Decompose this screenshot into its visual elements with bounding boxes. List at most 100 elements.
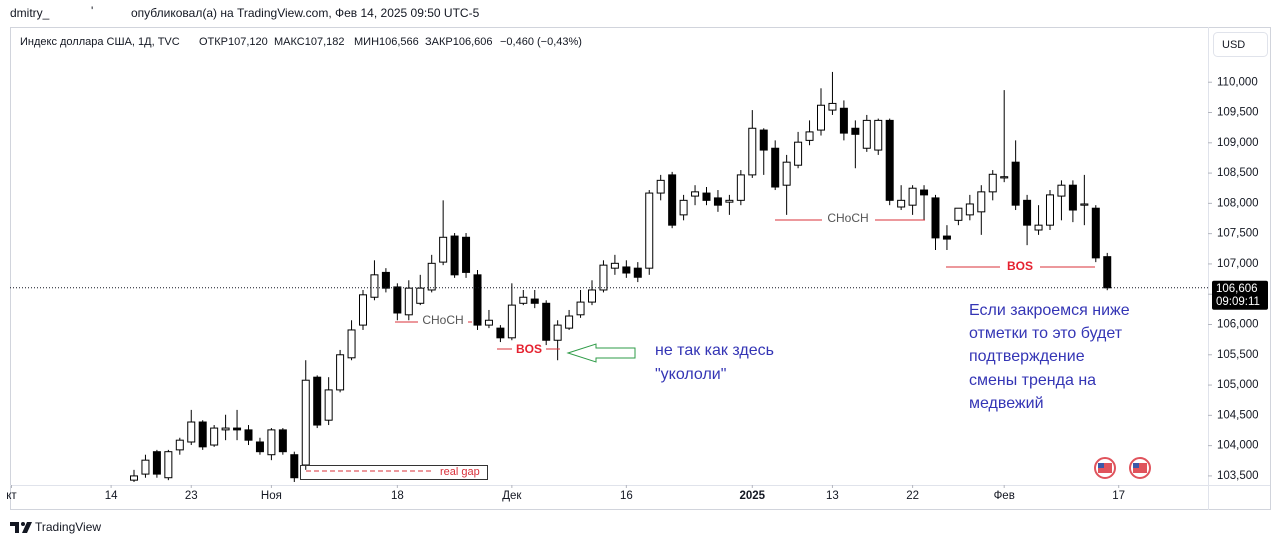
currency-button[interactable] [1213, 32, 1268, 57]
user: dmitry_ [10, 6, 50, 20]
bos-label: BOS [1007, 259, 1033, 273]
x-tick-label: 23 [185, 490, 198, 502]
candle-body [587, 289, 596, 303]
y-tick-label: 107,500 [1217, 228, 1259, 240]
candle-body [393, 286, 402, 314]
candle-body [977, 191, 986, 213]
candle-body [897, 199, 906, 208]
candle-body [736, 174, 745, 201]
candle-body [347, 329, 356, 359]
legend-symbol: Индекс доллара США, 1Д, TVC [20, 36, 180, 48]
last-price-label: 106,606 [1216, 283, 1258, 295]
candle-body [954, 207, 963, 221]
x-tick-label: 17 [1112, 490, 1125, 502]
comment: не так как здесь [655, 342, 774, 359]
choch-label: CHoCH [827, 211, 868, 225]
candle-body [988, 173, 997, 193]
candle-body [1011, 161, 1020, 206]
candle-body [507, 304, 516, 339]
x-tick-label: Фев [994, 490, 1015, 502]
candle-body [187, 421, 196, 443]
candle-body [152, 451, 161, 475]
last-price-box [1212, 280, 1268, 310]
candle-body [450, 235, 459, 276]
candle-body [404, 287, 413, 316]
y-tick-label: 105,000 [1217, 379, 1259, 391]
y-tick-label: 104,000 [1217, 440, 1259, 452]
logo [10, 522, 32, 533]
y-tick-label: 108,000 [1217, 197, 1259, 209]
candle-body [656, 179, 665, 194]
candle-body [381, 271, 390, 289]
x-tick-label: 13 [826, 490, 839, 502]
candle-body [484, 319, 493, 326]
x-tick-label: Дек [502, 490, 522, 502]
candle-body [645, 192, 654, 269]
candle-body [794, 141, 803, 166]
legend-open: ОТКР107,120 [199, 36, 268, 48]
candle-body [301, 379, 310, 466]
gap-box [300, 465, 488, 480]
y-tick-label: 109,500 [1217, 107, 1259, 119]
candle-body [244, 429, 253, 441]
candle-body [164, 451, 173, 479]
candle-body [851, 127, 860, 135]
candle-body [233, 427, 242, 431]
x-tick-label: 18 [391, 490, 404, 502]
candle-body [668, 174, 677, 226]
y-tick-label: 109,000 [1217, 137, 1259, 149]
logo [21, 522, 25, 526]
candle-body [358, 294, 367, 326]
candle-body [519, 296, 528, 304]
candle-body [267, 429, 276, 456]
y-tick-label: 108,500 [1217, 167, 1259, 179]
note: отметки то это будет [969, 325, 1123, 342]
candle-body [942, 235, 951, 240]
mark: ' [91, 4, 93, 18]
x-tick-label: 14 [105, 490, 118, 502]
candle-body [725, 199, 734, 203]
choch-label: CHoCH [422, 313, 463, 327]
candle-body [782, 161, 791, 186]
y-tick-label: 104,500 [1217, 409, 1259, 421]
arrow [566, 343, 636, 363]
candle-body [576, 301, 585, 316]
frame [10, 27, 1271, 510]
candle-body [920, 189, 929, 196]
candle-body [771, 147, 780, 188]
candle-body [748, 127, 757, 176]
candle-body [221, 427, 230, 431]
candle-body [931, 197, 940, 239]
candle-body [278, 429, 287, 453]
candle-body [1034, 224, 1043, 231]
plot [130, 71, 1112, 482]
candle-body [130, 475, 139, 481]
candle-body [1103, 256, 1112, 289]
candle-body [633, 267, 642, 278]
y-tick-label: 106,000 [1217, 319, 1259, 331]
candle-body [324, 389, 333, 421]
candle-body [1068, 184, 1077, 211]
candle-body [1080, 203, 1089, 206]
published: опубликовал(а) на TradingView.com, Фев 1… [131, 6, 480, 20]
candle-body [141, 459, 150, 475]
bos-label: BOS [516, 342, 542, 356]
candle-body [1057, 184, 1066, 197]
legend-high: МАКС107,182 [274, 36, 345, 48]
candle-body [416, 287, 425, 304]
brand: TradingView [35, 520, 101, 534]
candle-body [1000, 176, 1009, 179]
event-icon[interactable] [1129, 457, 1151, 479]
candle-body [691, 191, 700, 197]
y-tick-label: 105,500 [1217, 349, 1259, 361]
x-tick-label: 22 [906, 490, 919, 502]
candle-body [427, 262, 436, 291]
event-icon[interactable] [1094, 457, 1116, 479]
candle-body [874, 119, 883, 151]
candle-body [553, 324, 562, 341]
currency[interactable]: USD [1222, 39, 1245, 51]
legend-close: ЗАКР106,606 [425, 36, 493, 48]
candle-body [805, 131, 814, 141]
candle-body [862, 119, 871, 149]
